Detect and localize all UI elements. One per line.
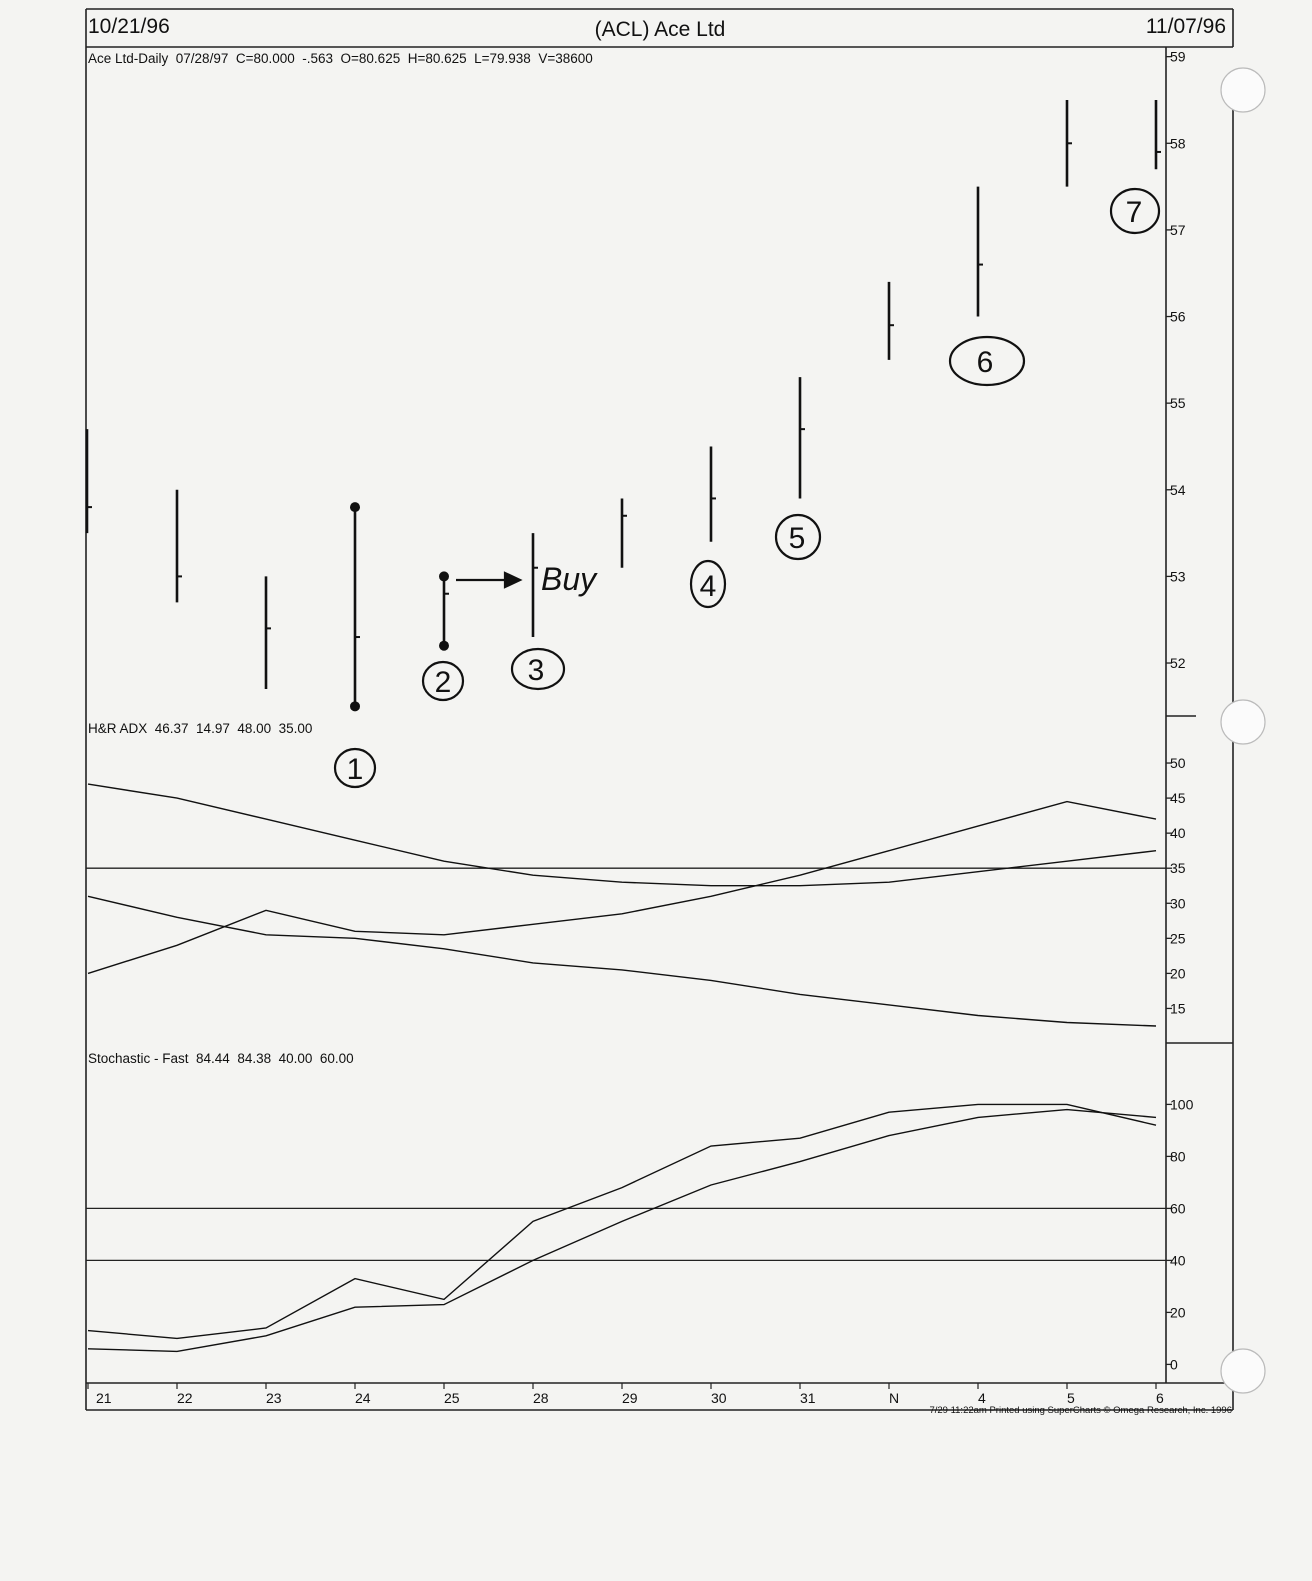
price-tick-label-58: 58 xyxy=(1170,135,1186,151)
adx-line-3 xyxy=(87,895,1157,1027)
date-label-23: 23 xyxy=(266,1390,282,1406)
adx-title: H&R ADX 46.37 14.97 48.00 35.00 xyxy=(88,721,312,736)
bar-end-dot-24-low xyxy=(350,701,360,712)
stochastic-axis: 0 20 40 60 80 100 xyxy=(1166,1096,1194,1372)
marker-label-2: 2 xyxy=(435,666,452,699)
handwritten-labels: Buy 1 2 3 4 5 6 7 xyxy=(347,196,1143,786)
marker-label-4: 4 xyxy=(700,570,717,603)
date-label-24: 24 xyxy=(355,1390,371,1406)
buy-label: Buy xyxy=(541,561,598,597)
marker-circle-4 xyxy=(689,559,727,609)
date-label-6: 6 xyxy=(1156,1390,1164,1406)
date-label-25: 25 xyxy=(444,1390,460,1406)
date-label-21: 21 xyxy=(96,1390,112,1406)
bar-end-dot-25-high xyxy=(439,571,449,582)
header-left-date: 10/21/96 xyxy=(88,15,170,38)
binder-hole-middle xyxy=(1220,699,1266,745)
stochastic-tick-label-40: 40 xyxy=(1170,1252,1186,1268)
stochastic-panel xyxy=(86,1103,1166,1353)
date-axis: 21 22 23 24 25 28 29 30 31 N 4 5 6 xyxy=(87,1383,1164,1406)
price-tick-label-53: 53 xyxy=(1170,568,1186,584)
adx-tick-label-15: 15 xyxy=(1170,1000,1186,1016)
marker-circle-7 xyxy=(1109,187,1161,235)
adx-axis: 15 20 25 30 35 40 45 50 xyxy=(1166,755,1186,1016)
stochastic-tick-label-60: 60 xyxy=(1170,1200,1186,1216)
adx-tick-label-25: 25 xyxy=(1170,930,1186,946)
date-label-31: 31 xyxy=(800,1390,816,1406)
marker-circle-5 xyxy=(774,513,822,561)
date-label-30: 30 xyxy=(711,1390,727,1406)
marker-label-7: 7 xyxy=(1126,196,1143,229)
stochastic-tick-label-0: 0 xyxy=(1170,1356,1178,1372)
price-tick-label-59: 59 xyxy=(1170,49,1186,65)
stochastic-line-2 xyxy=(87,1108,1157,1353)
stochastic-title: Stochastic - Fast 84.44 84.38 40.00 60.0… xyxy=(88,1051,354,1066)
price-axis: 52 53 54 55 56 57 58 59 xyxy=(1166,49,1186,671)
price-bars xyxy=(85,99,1161,712)
date-label-28: 28 xyxy=(533,1390,549,1406)
stochastic-tick-label-80: 80 xyxy=(1170,1148,1186,1164)
marker-circle-6 xyxy=(948,335,1026,387)
bar-end-dot-24-high xyxy=(350,502,360,513)
header-subtitle: Ace Ltd-Daily 07/28/97 C=80.000 -.563 O=… xyxy=(88,51,593,66)
date-label-N: N xyxy=(889,1390,899,1406)
price-tick-label-56: 56 xyxy=(1170,309,1186,325)
stochastic-tick-label-20: 20 xyxy=(1170,1304,1186,1320)
marker-circle-3 xyxy=(510,647,566,691)
chart-frame xyxy=(85,8,1234,1411)
marker-label-3: 3 xyxy=(528,654,545,687)
adx-tick-label-20: 20 xyxy=(1170,965,1186,981)
bar-end-dot-25-low xyxy=(439,640,449,651)
adx-tick-label-50: 50 xyxy=(1170,755,1186,771)
marker-circle-1 xyxy=(333,747,377,789)
marker-label-5: 5 xyxy=(789,522,806,555)
adx-tick-label-45: 45 xyxy=(1170,790,1186,806)
price-tick-label-52: 52 xyxy=(1170,655,1186,671)
header-title: (ACL) Ace Ltd xyxy=(595,18,726,41)
adx-tick-label-40: 40 xyxy=(1170,825,1186,841)
price-tick-label-55: 55 xyxy=(1170,395,1186,411)
adx-tick-label-35: 35 xyxy=(1170,860,1186,876)
buy-arrow-head xyxy=(503,571,523,589)
stochastic-tick-label-100: 100 xyxy=(1170,1096,1194,1112)
adx-line-2 xyxy=(87,800,1157,975)
price-tick-label-57: 57 xyxy=(1170,222,1186,238)
footer-printed: 7/29 11:22am Printed using SuperCharts ©… xyxy=(929,1405,1232,1416)
date-label-5: 5 xyxy=(1067,1390,1075,1406)
binder-holes xyxy=(1220,67,1266,1394)
date-label-29: 29 xyxy=(622,1390,638,1406)
handwritten-annotations xyxy=(333,187,1161,789)
adx-tick-label-30: 30 xyxy=(1170,895,1186,911)
date-label-4: 4 xyxy=(978,1390,986,1406)
adx-panel xyxy=(86,783,1166,1027)
marker-circle-2 xyxy=(421,660,465,702)
adx-line-1 xyxy=(87,783,1157,887)
marker-label-1: 1 xyxy=(347,753,364,786)
date-label-22: 22 xyxy=(177,1390,193,1406)
binder-hole-top xyxy=(1220,67,1266,113)
stochastic-line-1 xyxy=(87,1103,1157,1340)
marker-label-6: 6 xyxy=(977,346,994,379)
price-tick-label-54: 54 xyxy=(1170,482,1186,498)
binder-hole-bottom xyxy=(1220,1348,1266,1394)
header-right-date: 11/07/96 xyxy=(1146,15,1226,38)
